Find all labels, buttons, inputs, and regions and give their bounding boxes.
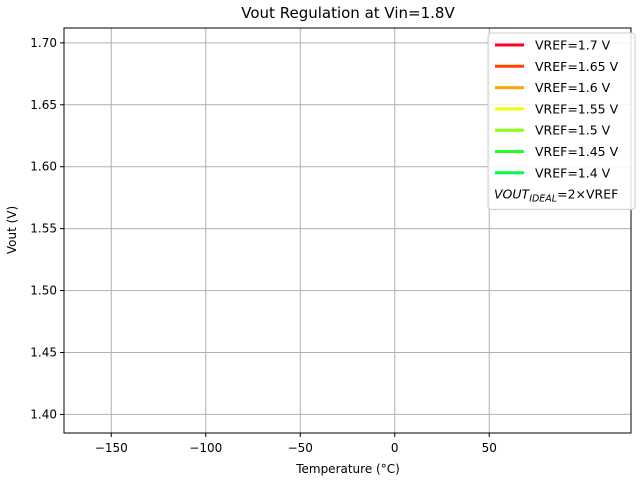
y-tick-label: 1.40 [30, 407, 57, 421]
y-tick-label: 1.70 [30, 36, 57, 50]
y-axis: 1.40 1.45 1.50 1.55 1.60 1.65 1.70 [30, 36, 64, 421]
x-tick-label: 0 [391, 441, 399, 455]
x-axis: −150 −100 −50 0 50 [95, 433, 497, 455]
y-tick-label: 1.65 [30, 98, 57, 112]
y-tick-label: 1.60 [30, 160, 57, 174]
x-tick-label: −50 [288, 441, 313, 455]
x-axis-label: Temperature (°C) [295, 462, 400, 476]
legend-note: VOUTIDEAL=2×VREF [494, 187, 618, 205]
legend-entry: VREF=1.65 V [535, 59, 619, 74]
y-tick-label: 1.55 [30, 222, 57, 236]
legend-entry: VREF=1.6 V [535, 80, 611, 95]
y-tick-label: 1.50 [30, 284, 57, 298]
x-tick-label: 50 [482, 441, 497, 455]
chart-title: Vout Regulation at Vin=1.8V [241, 4, 455, 22]
y-tick-label: 1.45 [30, 345, 57, 359]
legend: VREF=1.7 V VREF=1.65 V VREF=1.6 V VREF=1.55… [487, 32, 636, 210]
legend-entry: VREF=1.55 V [535, 101, 619, 116]
legend-entry: VREF=1.4 V [535, 165, 611, 180]
legend-entry: VREF=1.45 V [535, 144, 619, 159]
plot-frame [63, 27, 632, 434]
legend-entry: VREF=1.7 V [535, 38, 611, 53]
legend-entry: VREF=1.5 V [535, 123, 611, 138]
x-tick-label: −100 [189, 441, 222, 455]
x-tick-label: −150 [95, 441, 128, 455]
legend-box [487, 32, 636, 210]
y-axis-label: Vout (V) [5, 206, 19, 254]
